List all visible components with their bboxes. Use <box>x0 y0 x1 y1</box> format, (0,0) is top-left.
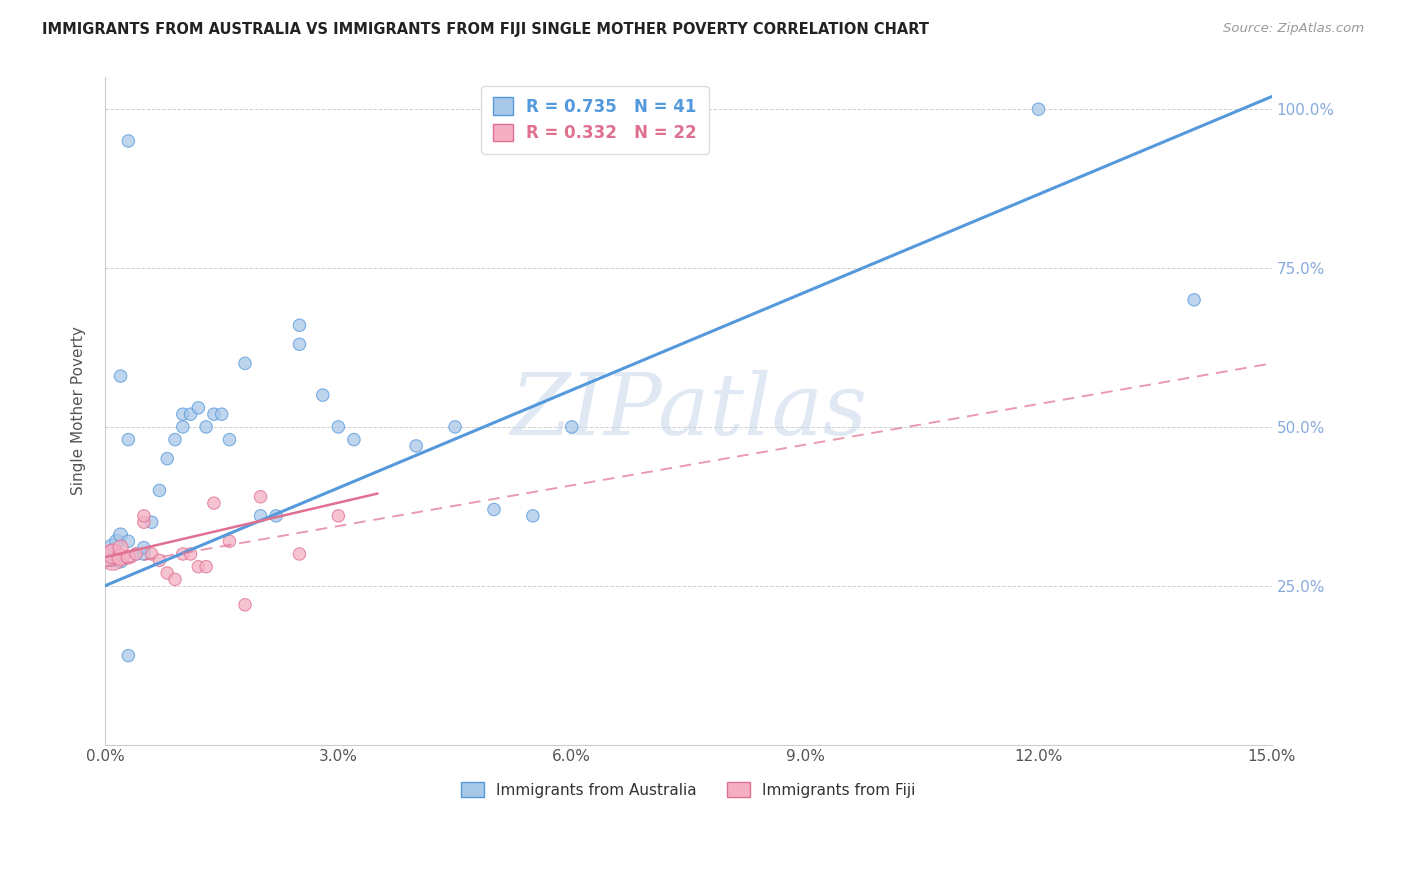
Immigrants from Australia <box>522 508 544 523</box>
Immigrants from Fiji <box>202 496 225 510</box>
Immigrants from Fiji <box>172 547 194 561</box>
Immigrants from Australia <box>561 420 583 434</box>
Immigrants from Fiji <box>125 547 148 561</box>
Text: ZIPatlas: ZIPatlas <box>510 369 868 452</box>
Text: Source: ZipAtlas.com: Source: ZipAtlas.com <box>1223 22 1364 36</box>
Immigrants from Australia <box>117 134 139 148</box>
Immigrants from Australia <box>156 451 179 466</box>
Immigrants from Australia <box>1028 102 1050 116</box>
Immigrants from Australia <box>343 433 366 447</box>
Immigrants from Australia <box>101 541 124 555</box>
Immigrants from Fiji <box>195 559 218 574</box>
Immigrants from Australia <box>172 420 194 434</box>
Legend: Immigrants from Australia, Immigrants from Fiji: Immigrants from Australia, Immigrants fr… <box>456 775 922 804</box>
Immigrants from Australia <box>444 420 467 434</box>
Immigrants from Australia <box>1182 293 1205 307</box>
Immigrants from Fiji <box>141 547 163 561</box>
Immigrants from Australia <box>288 337 311 351</box>
Immigrants from Australia <box>132 547 155 561</box>
Immigrants from Australia <box>101 547 124 561</box>
Immigrants from Australia <box>117 648 139 663</box>
Immigrants from Australia <box>172 407 194 421</box>
Immigrants from Australia <box>163 433 186 447</box>
Immigrants from Fiji <box>110 541 132 555</box>
Immigrants from Australia <box>312 388 335 402</box>
Immigrants from Fiji <box>328 508 350 523</box>
Immigrants from Australia <box>110 528 132 542</box>
Immigrants from Australia <box>132 541 155 555</box>
Text: IMMIGRANTS FROM AUSTRALIA VS IMMIGRANTS FROM FIJI SINGLE MOTHER POVERTY CORRELAT: IMMIGRANTS FROM AUSTRALIA VS IMMIGRANTS … <box>42 22 929 37</box>
Immigrants from Australia <box>187 401 209 415</box>
Immigrants from Fiji <box>233 598 256 612</box>
Y-axis label: Single Mother Poverty: Single Mother Poverty <box>72 326 86 495</box>
Immigrants from Fiji <box>132 515 155 529</box>
Immigrants from Fiji <box>218 534 240 549</box>
Immigrants from Australia <box>125 547 148 561</box>
Immigrants from Fiji <box>180 547 202 561</box>
Immigrants from Fiji <box>187 559 209 574</box>
Immigrants from Australia <box>117 433 139 447</box>
Immigrants from Fiji <box>249 490 271 504</box>
Immigrants from Australia <box>482 502 505 516</box>
Immigrants from Fiji <box>156 566 179 580</box>
Immigrants from Australia <box>264 508 287 523</box>
Immigrants from Fiji <box>101 550 124 565</box>
Immigrants from Australia <box>249 508 271 523</box>
Immigrants from Australia <box>101 550 124 565</box>
Immigrants from Australia <box>148 483 170 498</box>
Immigrants from Australia <box>218 433 240 447</box>
Immigrants from Australia <box>202 407 225 421</box>
Immigrants from Australia <box>180 407 202 421</box>
Immigrants from Australia <box>195 420 218 434</box>
Immigrants from Fiji <box>132 508 155 523</box>
Immigrants from Australia <box>110 369 132 384</box>
Immigrants from Australia <box>405 439 427 453</box>
Immigrants from Fiji <box>288 547 311 561</box>
Immigrants from Australia <box>110 553 132 567</box>
Immigrants from Australia <box>141 515 163 529</box>
Immigrants from Fiji <box>163 573 186 587</box>
Immigrants from Australia <box>233 356 256 370</box>
Immigrants from Australia <box>328 420 350 434</box>
Immigrants from Australia <box>211 407 233 421</box>
Immigrants from Fiji <box>117 550 139 565</box>
Immigrants from Australia <box>288 318 311 333</box>
Immigrants from Australia <box>105 534 128 549</box>
Immigrants from Australia <box>117 534 139 549</box>
Immigrants from Fiji <box>101 547 124 561</box>
Immigrants from Fiji <box>148 553 170 567</box>
Immigrants from Fiji <box>110 550 132 565</box>
